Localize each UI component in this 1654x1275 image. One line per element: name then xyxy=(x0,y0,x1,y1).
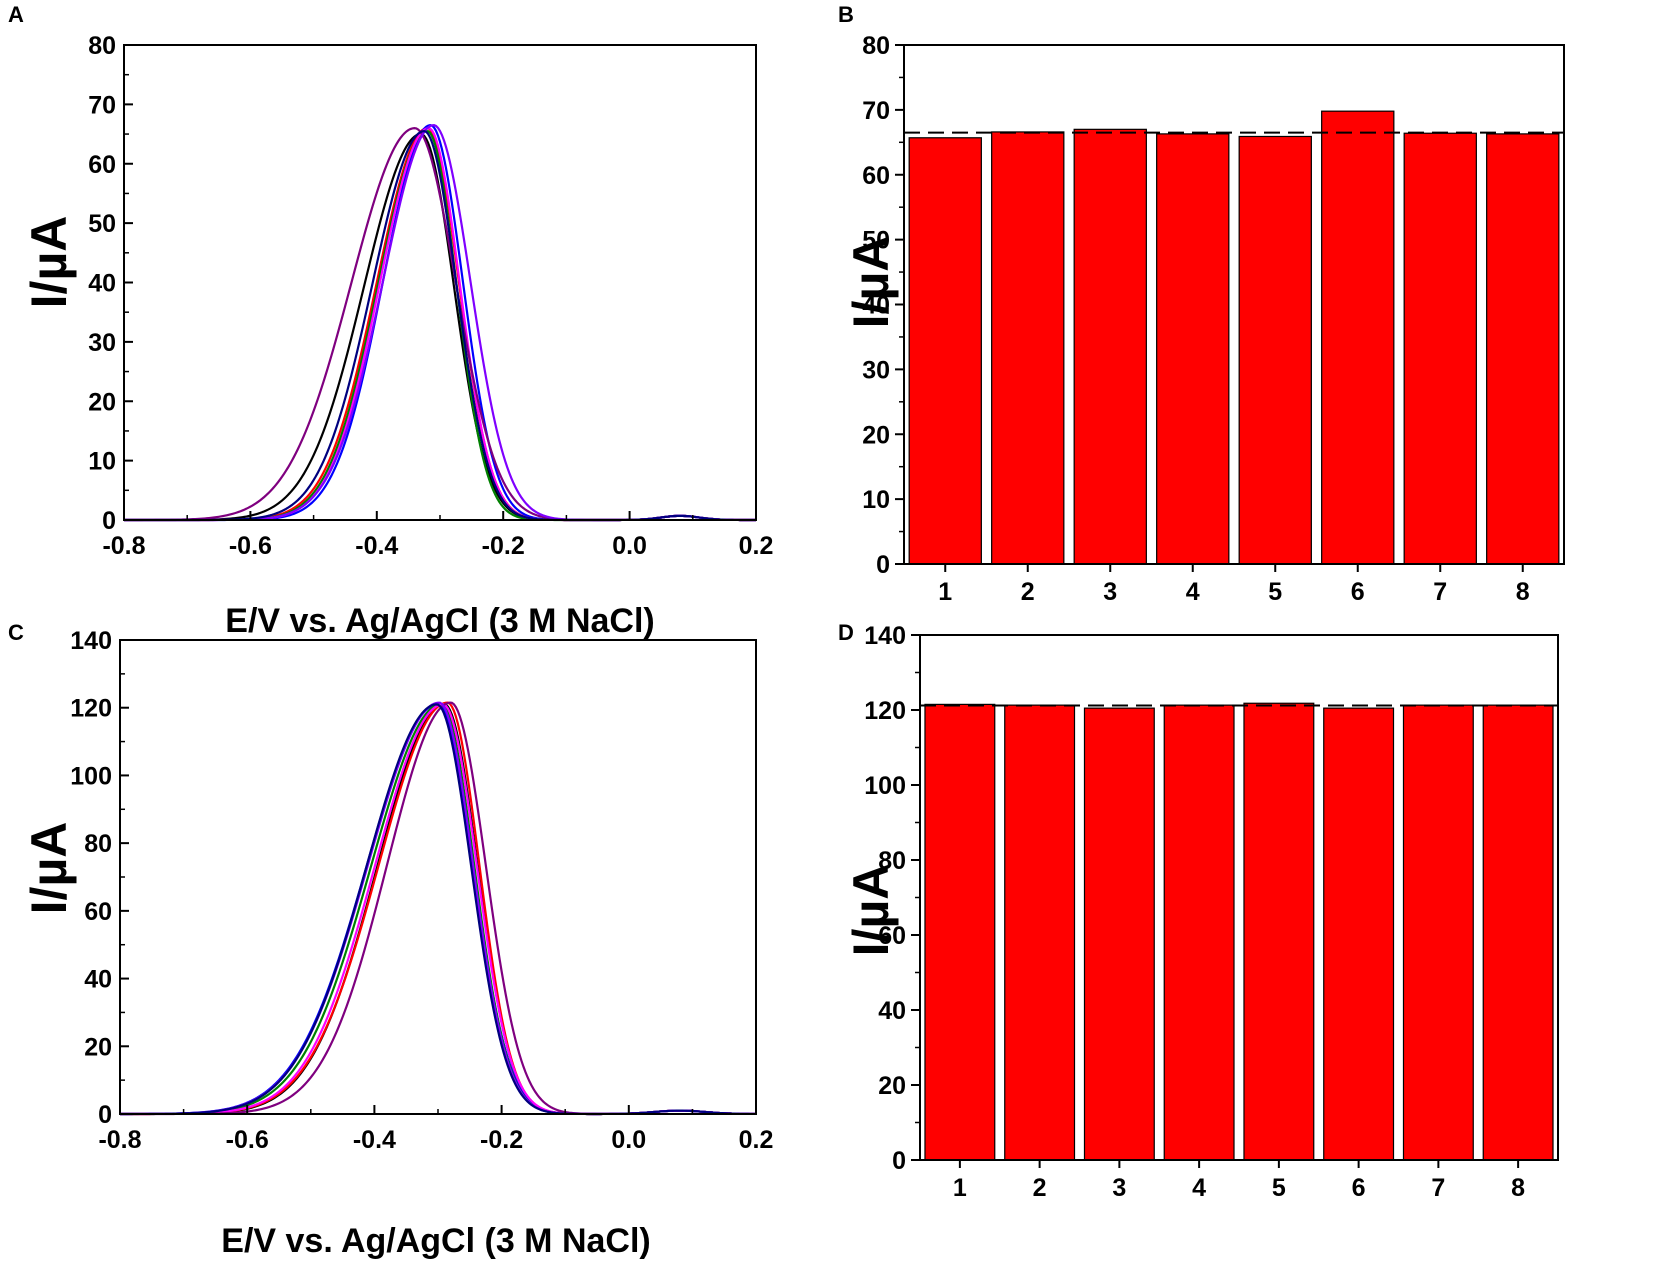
panel-d-y-tick-label: 60 xyxy=(878,922,906,950)
panel-d-bar-4 xyxy=(1163,704,1235,1161)
panel-b-y-tick-label: 40 xyxy=(862,292,890,320)
panel-b-bar-7 xyxy=(1403,132,1477,565)
panel-label-b: B xyxy=(838,2,854,27)
panel-d-bar-chart: 0 20 40 60 80 100 120 140 1 2 3 4 5 6 7 8 xyxy=(864,622,1559,1202)
panel-c-x-tick-label: 0.0 xyxy=(611,1126,646,1154)
panel-b-x-tick-label: 8 xyxy=(1516,578,1530,606)
panel-c-trace-8 xyxy=(119,703,757,1116)
panel-a-x-tick-label: -0.8 xyxy=(102,532,145,560)
panel-a-x-tick-label: -0.6 xyxy=(229,532,272,560)
panel-c-y-tick-label: 20 xyxy=(84,1033,112,1061)
panel-c-x-axis-title: E/V vs. Ag/AgCl (3 M NaCl) xyxy=(221,1222,650,1260)
panel-c-y-tick-label: 100 xyxy=(70,762,112,790)
panel-c-x-tick-label: 0.2 xyxy=(739,1126,774,1154)
panel-a-y-tick-label: 80 xyxy=(88,32,116,60)
panel-b-y-tick-label: 30 xyxy=(862,356,890,384)
panel-d-x-tick-label: 8 xyxy=(1511,1174,1525,1202)
panel-d-y-axis-title: I/µA xyxy=(843,864,899,957)
panel-d-y-tick-label: 40 xyxy=(878,997,906,1025)
panel-c-y-tick-label: 60 xyxy=(84,898,112,926)
panel-a-y-tick-label: 10 xyxy=(88,448,116,476)
panel-d-bar-2 xyxy=(1004,704,1076,1161)
panel-b-y-tick-label: 10 xyxy=(862,486,890,514)
panel-c-x-tick-label: -0.4 xyxy=(353,1126,396,1154)
panel-c-y-tick-label: 40 xyxy=(84,966,112,994)
panel-c-x-tick-label: -0.6 xyxy=(226,1126,269,1154)
panel-d-x-tick-label: 6 xyxy=(1352,1174,1366,1202)
panel-a-y-tick-label: 60 xyxy=(88,151,116,179)
panel-b-bar-3 xyxy=(1073,128,1147,565)
panel-a-y-tick-label: 30 xyxy=(88,329,116,357)
panel-c-voltammogram: 0 20 40 60 80 100 120 140 -0.8 -0.6 -0.4 -0.2 0.0 0.2 xyxy=(70,627,773,1154)
panel-c-y-tick-label: 120 xyxy=(70,695,112,723)
panel-a-x-tick-label: 0.2 xyxy=(739,532,774,560)
panel-c-x-tick-label: -0.2 xyxy=(480,1126,523,1154)
panel-d-x-tick-label: 7 xyxy=(1431,1174,1445,1202)
panel-a-x-tick-label: -0.2 xyxy=(482,532,525,560)
panel-d-x-tick-label: 1 xyxy=(953,1174,967,1202)
panel-label-d: D xyxy=(838,620,854,645)
panel-d-bar-8 xyxy=(1482,704,1554,1161)
panel-b-y-tick-label: 60 xyxy=(862,162,890,190)
panel-d-y-tick-label: 20 xyxy=(878,1072,906,1100)
panel-c-y-tick-label: 80 xyxy=(84,830,112,858)
panel-b-x-tick-label: 1 xyxy=(938,578,952,606)
panel-d-bar-6 xyxy=(1323,707,1395,1161)
panel-b-y-tick-label: 20 xyxy=(862,421,890,449)
panel-c-y-axis-title: I/µA xyxy=(21,822,77,915)
panel-d-y-tick-label: 0 xyxy=(892,1147,906,1175)
panel-c-x-tick-label: -0.8 xyxy=(98,1126,141,1154)
panel-d-y-tick-label: 80 xyxy=(878,847,906,875)
panel-b-x-tick-label: 2 xyxy=(1021,578,1035,606)
panel-d-bar-3 xyxy=(1083,707,1155,1161)
panel-a-y-axis-title: I/µA xyxy=(21,216,77,309)
panel-b-x-tick-label: 6 xyxy=(1351,578,1365,606)
panel-a-y-tick-label: 0 xyxy=(102,507,116,535)
panel-b-x-tick-label: 7 xyxy=(1433,578,1447,606)
panel-a-y-tick-label: 40 xyxy=(88,270,116,298)
panel-b-y-tick-label: 0 xyxy=(876,551,890,579)
panel-d-y-tick-label: 140 xyxy=(864,622,906,650)
panel-c-y-tick-label: 0 xyxy=(98,1101,112,1129)
panel-d-y-tick-label: 100 xyxy=(864,772,906,800)
panel-c-y-tick-label: 140 xyxy=(70,627,112,655)
panel-a-y-tick-label: 20 xyxy=(88,388,116,416)
panel-b-bar-chart: 0 10 20 30 40 50 60 70 80 1 2 3 4 5 6 7 8 xyxy=(862,32,1565,606)
panel-b-y-axis-title: I/µA xyxy=(843,236,899,329)
panel-a-x-tick-label: -0.4 xyxy=(355,532,398,560)
panel-a-y-tick-label: 70 xyxy=(88,91,116,119)
panel-b-y-tick-label: 70 xyxy=(862,97,890,125)
panel-b-bar-1 xyxy=(908,137,982,565)
panel-a-x-axis-title: E/V vs. Ag/AgCl (3 M NaCl) xyxy=(225,602,654,640)
panel-a-x-tick-label: 0.0 xyxy=(612,532,647,560)
panel-b-bar-5 xyxy=(1238,135,1312,565)
panel-b-x-tick-label: 5 xyxy=(1268,578,1282,606)
panel-a-y-tick-label: 50 xyxy=(88,210,116,238)
panel-d-bar-7 xyxy=(1402,704,1474,1161)
panel-b-bar-8 xyxy=(1486,133,1560,565)
panel-b-x-tick-label: 3 xyxy=(1103,578,1117,606)
panel-label-c: C xyxy=(8,620,24,645)
panel-d-x-tick-label: 3 xyxy=(1112,1174,1126,1202)
panel-d-x-tick-label: 5 xyxy=(1272,1174,1286,1202)
panel-label-a: A xyxy=(8,2,24,27)
panel-d-bar-1 xyxy=(924,703,996,1161)
panel-d-x-tick-label: 2 xyxy=(1033,1174,1047,1202)
panel-b-bar-4 xyxy=(1156,133,1230,565)
panel-b-y-tick-label: 80 xyxy=(862,32,890,60)
panel-a-voltammogram: 0 10 20 30 40 50 60 70 80 -0.8 -0.6 -0.4 -0.2 0.0 0.2 xyxy=(88,32,773,560)
panel-b-x-tick-label: 4 xyxy=(1186,578,1200,606)
panel-b-bar-6 xyxy=(1321,110,1395,565)
panel-d-y-tick-label: 120 xyxy=(864,697,906,725)
panel-b-y-tick-label: 50 xyxy=(862,227,890,255)
panel-d-bar-5 xyxy=(1243,702,1315,1161)
panel-d-x-tick-label: 4 xyxy=(1192,1174,1206,1202)
panel-b-bar-2 xyxy=(991,131,1065,565)
